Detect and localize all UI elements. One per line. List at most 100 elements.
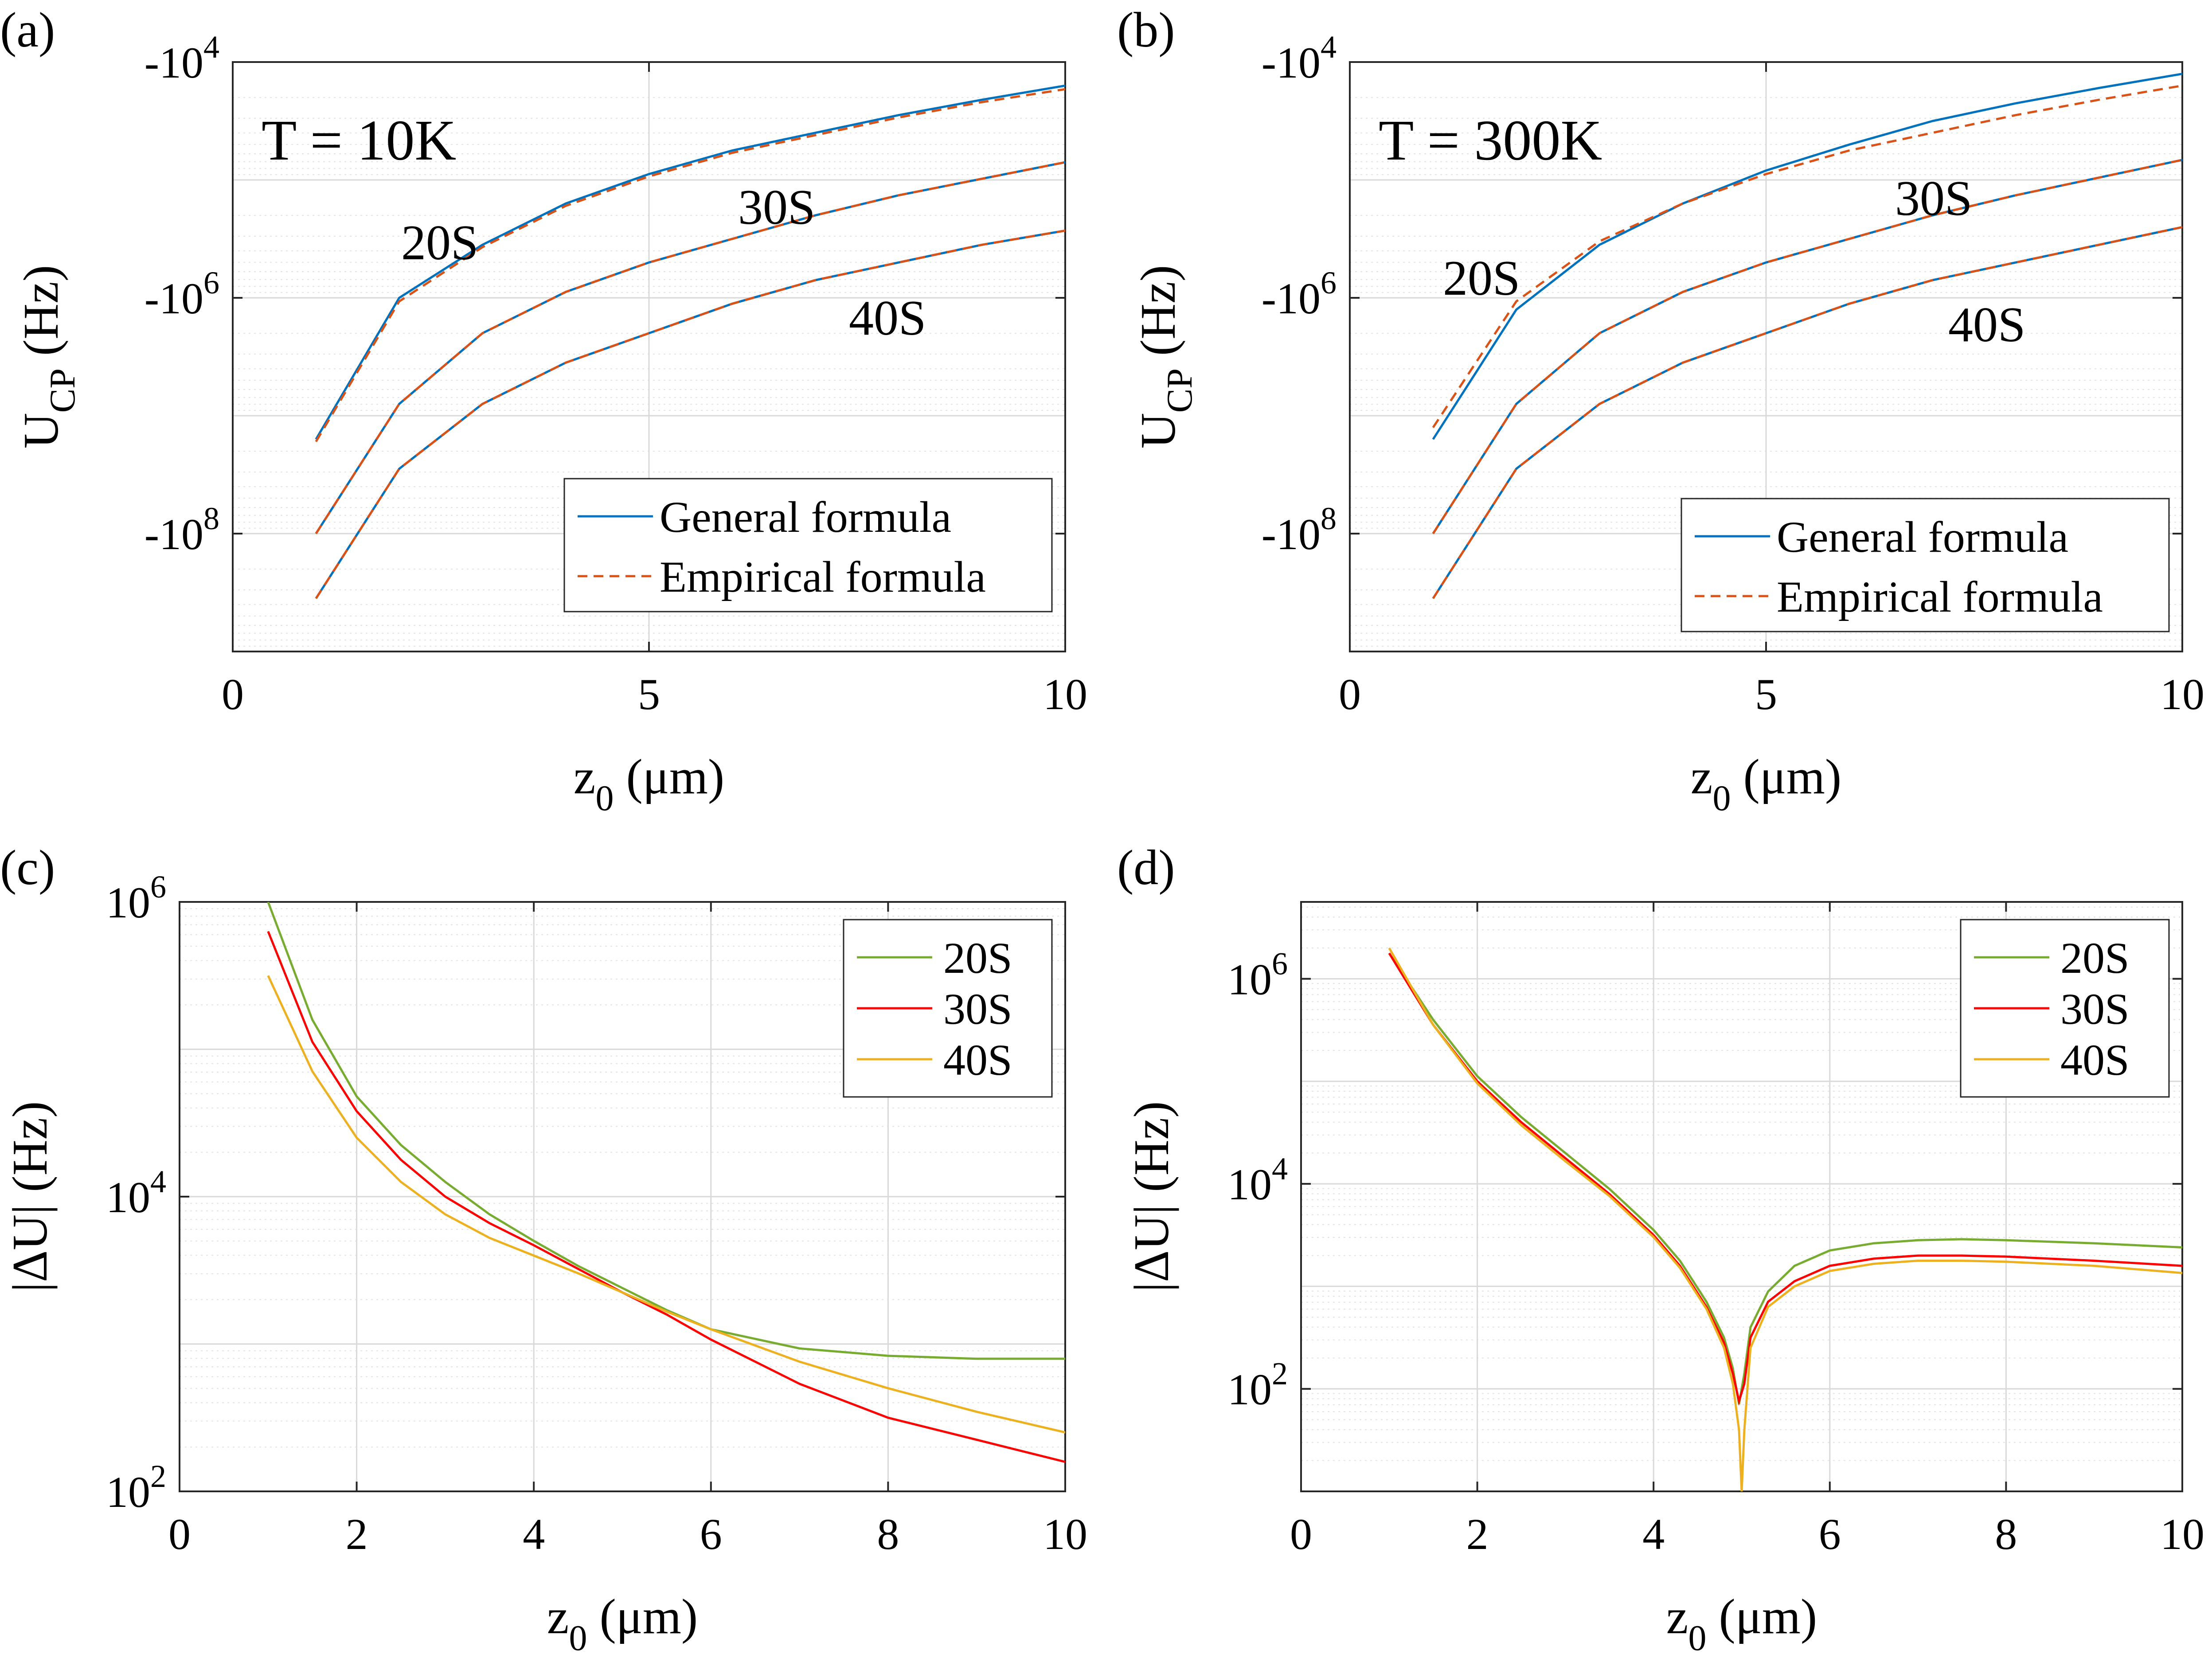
x-tick-label: 10 (2160, 670, 2204, 719)
x-tick-label: 8 (1995, 1510, 2017, 1559)
y-tick-label: 106 (1227, 946, 1288, 1004)
series-line-40S (267, 975, 1065, 1434)
y-tick-base: 10 (106, 1467, 150, 1517)
legend-entry-30S: 30S (2060, 984, 2130, 1034)
x-axis-label-sub: 0 (595, 778, 614, 818)
y-tick-label: 104 (1227, 1151, 1288, 1209)
y-tick-base: -10 (145, 510, 203, 559)
y-tick-label: -106 (145, 265, 219, 323)
legend-entry-20S: 20S (943, 933, 1012, 983)
plot-area (1388, 947, 2182, 1491)
series-line-30S (267, 931, 1065, 1463)
series-line-empirical-40S (1432, 226, 2182, 599)
y-axis-label-sub: CP (42, 368, 82, 413)
y-tick-label: 106 (106, 869, 166, 927)
curve-label-20S: 20S (401, 215, 478, 270)
y-tick-exponent: 2 (1272, 1356, 1288, 1392)
y-tick-exponent: 6 (203, 265, 219, 300)
series-line-empirical-30S (315, 161, 1065, 534)
x-tick-label: 4 (1642, 1510, 1665, 1559)
x-tick-label: 8 (877, 1510, 899, 1559)
plot-area (315, 84, 1065, 599)
x-axis-label-sub: 0 (1688, 1618, 1706, 1658)
x-tick-label: 5 (1755, 670, 1777, 719)
series-line-empirical-30S (1432, 159, 2182, 534)
x-axis-label-unit: (μm) (614, 749, 724, 804)
y-tick-exponent: 4 (1321, 29, 1337, 65)
x-axis-label: z0 (μm) (547, 1589, 698, 1658)
x-axis-label-sub: 0 (569, 1618, 587, 1658)
y-axis-label-unit: (Hz) (1131, 265, 1186, 368)
x-tick-label: 4 (523, 1510, 545, 1559)
x-axis-label-main: z (574, 749, 596, 804)
x-axis-label: z0 (μm) (1691, 749, 1841, 818)
y-tick-base: -10 (145, 38, 203, 87)
legend-entry-empirical: Empirical formula (660, 552, 986, 601)
y-tick-base: -10 (1262, 274, 1321, 323)
y-axis-label-sub: CP (1159, 368, 1200, 413)
y-tick-base: 10 (1227, 1365, 1272, 1414)
x-tick-label: 0 (1290, 1510, 1312, 1559)
series-line-30S (1388, 952, 2182, 1406)
y-tick-base: -10 (1262, 38, 1321, 87)
x-axis-label-unit: (μm) (587, 1589, 698, 1644)
x-axis-label-main: z (1691, 749, 1713, 804)
y-axis-label-unit: (Hz) (14, 265, 69, 368)
y-axis-label-main: |ΔU| (1124, 1205, 1179, 1292)
x-axis-label-main: z (1666, 1589, 1688, 1644)
y-axis-label: |ΔU| (Hz) (1124, 1101, 1179, 1292)
legend: General formula Empirical formula (563, 478, 1053, 613)
y-tick-label: 102 (106, 1459, 166, 1517)
legend-entry-30S: 30S (943, 984, 1012, 1034)
panel-label: (a) (0, 3, 55, 58)
y-axis-label-unit: (Hz) (1124, 1101, 1179, 1205)
x-tick-label: 10 (1043, 1510, 1087, 1559)
legend-entry-general: General formula (660, 492, 951, 542)
y-axis-label-main: U (14, 413, 69, 449)
y-tick-base: -10 (1262, 510, 1321, 559)
panel-label: (c) (0, 840, 55, 895)
series-line-empirical-20S (315, 88, 1065, 442)
y-tick-label: -104 (1262, 29, 1337, 87)
y-tick-label: -108 (1262, 501, 1337, 559)
x-axis-label-unit: (μm) (1731, 749, 1841, 804)
legend-entry-20S: 20S (2060, 933, 2130, 983)
y-axis-label-unit: (Hz) (3, 1101, 58, 1205)
curve-label-20S: 20S (1443, 251, 1520, 306)
x-tick-label: 2 (346, 1510, 368, 1559)
y-tick-exponent: 2 (150, 1459, 166, 1494)
x-tick-label: 6 (700, 1510, 722, 1559)
x-tick-label: 0 (1339, 670, 1361, 719)
series-line-40S (1388, 947, 2182, 1491)
y-axis-label: |ΔU| (Hz) (3, 1101, 58, 1292)
legend-box (563, 478, 1053, 613)
y-tick-label: 102 (1227, 1356, 1288, 1414)
x-tick-label: 6 (1819, 1510, 1841, 1559)
curve-label-40S: 40S (1948, 297, 2025, 352)
y-axis-label-main: |ΔU| (3, 1205, 58, 1292)
y-tick-exponent: 8 (1321, 501, 1337, 536)
x-tick-label: 0 (168, 1510, 191, 1559)
series-line-20S (267, 902, 1065, 1360)
series-line-general-30S (1432, 159, 2182, 534)
x-tick-label: 10 (1043, 670, 1087, 719)
panel-label: (d) (1117, 840, 1175, 895)
y-tick-base: 10 (106, 1173, 150, 1222)
y-axis-label: UCP (Hz) (14, 265, 82, 449)
x-tick-label: 2 (1466, 1510, 1489, 1559)
panel-label: (b) (1117, 3, 1175, 58)
legend-entry-empirical: Empirical formula (1777, 572, 2103, 621)
y-tick-exponent: 6 (1272, 946, 1288, 981)
legend: General formula Empirical formula (1680, 498, 2170, 632)
x-axis-label-unit: (μm) (1706, 1589, 1817, 1644)
y-tick-exponent: 4 (203, 29, 219, 65)
x-tick-label: 0 (222, 670, 244, 719)
y-tick-exponent: 4 (150, 1164, 166, 1199)
